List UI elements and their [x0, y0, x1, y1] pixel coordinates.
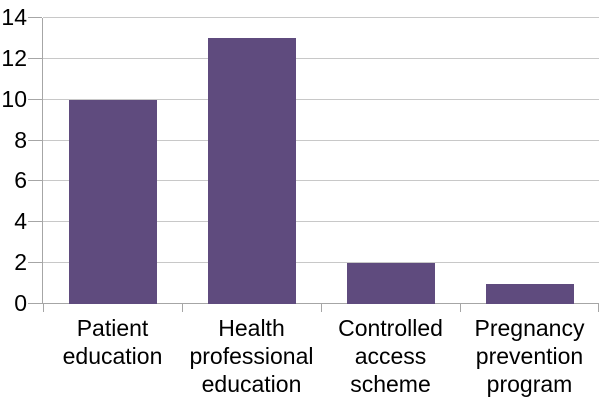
x-axis-label: Pregnancy prevention program — [474, 315, 585, 397]
gridline — [43, 221, 599, 223]
x-axis-label: Health professional education — [189, 315, 314, 397]
x-axis-tick — [43, 304, 44, 312]
gridline — [43, 98, 599, 100]
y-axis-tick — [28, 57, 42, 59]
bar-patient-education — [69, 100, 157, 304]
y-axis-label: 10 — [1, 85, 27, 112]
gridline — [43, 57, 599, 59]
y-axis-label: 6 — [14, 167, 27, 194]
x-axis-tick — [460, 304, 461, 312]
y-axis-tick — [28, 221, 42, 223]
y-axis-label: 8 — [14, 126, 27, 153]
y-axis-tick — [28, 262, 42, 264]
y-axis-label: 2 — [14, 249, 27, 276]
y-axis-label: 12 — [1, 44, 27, 71]
x-axis-tick — [182, 304, 183, 312]
bar-pregnancy-prevention-program — [486, 284, 574, 304]
y-axis-label: 0 — [14, 290, 27, 316]
x-axis-line — [43, 303, 599, 304]
y-axis-label: 4 — [14, 208, 27, 235]
y-axis-label: 14 — [1, 4, 27, 30]
x-axis-tick — [598, 304, 599, 312]
y-axis-tick — [28, 17, 42, 18]
bar-controlled-access-scheme — [347, 263, 435, 304]
x-axis-label: Patient education — [62, 315, 163, 369]
gridline — [43, 139, 599, 141]
gridline — [43, 262, 599, 264]
plot-area — [28, 17, 599, 312]
bar-health-professional-education — [208, 38, 296, 304]
y-axis-tick — [28, 98, 42, 100]
gridline — [43, 180, 599, 182]
y-axis-line — [42, 18, 43, 304]
y-axis-tick — [28, 180, 42, 182]
x-axis-label: Controlled access scheme — [338, 315, 443, 397]
x-axis-tick — [321, 304, 322, 312]
gridline — [43, 17, 599, 18]
y-axis-tick — [28, 303, 42, 304]
y-axis-tick — [28, 139, 42, 141]
